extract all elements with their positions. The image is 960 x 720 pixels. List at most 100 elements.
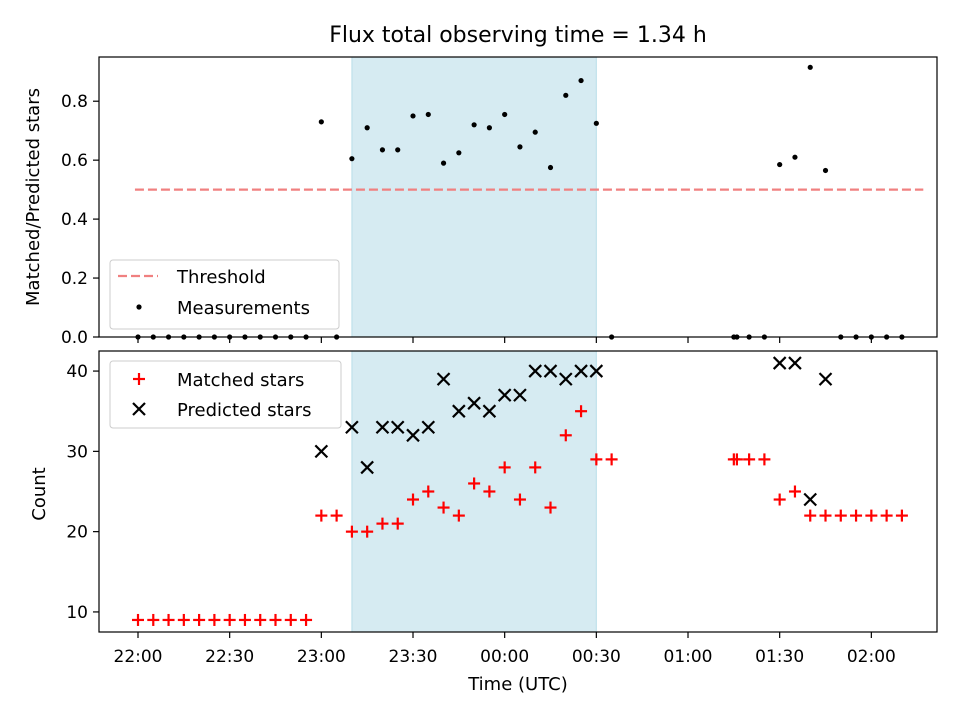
matched-stars-point bbox=[559, 429, 572, 442]
matched-stars-point bbox=[193, 613, 206, 626]
predicted-stars-point bbox=[375, 420, 390, 435]
measurement-point bbox=[547, 164, 554, 171]
measurement-point bbox=[318, 119, 324, 125]
x-tick-label: 00:00 bbox=[480, 647, 529, 667]
y-tick-label: 0.0 bbox=[61, 328, 88, 348]
matched-stars-point bbox=[422, 485, 435, 498]
matched-stars-point bbox=[730, 453, 743, 466]
predicted-stars-point bbox=[788, 356, 802, 370]
x-tick-label: 23:00 bbox=[297, 647, 346, 667]
top-legend-box bbox=[109, 259, 340, 330]
top-observing-window-shade bbox=[351, 56, 597, 338]
matched-stars-point bbox=[391, 517, 404, 530]
top-y-axis-label: Matched/Predicted stars bbox=[23, 88, 44, 306]
predicted-stars-legend-swatch bbox=[132, 402, 146, 416]
measurement-point bbox=[807, 64, 813, 70]
matched-stars-point bbox=[834, 509, 847, 522]
matched-stars-point bbox=[238, 613, 251, 626]
predicted-stars-point bbox=[360, 460, 374, 475]
y-tick-label: 0.4 bbox=[61, 210, 88, 230]
matched-stars-point bbox=[208, 613, 221, 626]
predicted-stars-point bbox=[436, 372, 451, 386]
matched-stars-point bbox=[162, 613, 175, 626]
matched-stars-point bbox=[544, 501, 557, 514]
predicted-stars-point bbox=[589, 364, 604, 378]
predicted-stars-point bbox=[528, 364, 543, 378]
matched-stars-point bbox=[590, 453, 603, 466]
y-tick-label: 20 bbox=[66, 523, 88, 543]
matched-stars-point bbox=[880, 509, 893, 522]
matched-stars-point bbox=[315, 509, 328, 522]
measurement-point bbox=[440, 160, 447, 166]
x-tick-label: 02:00 bbox=[847, 647, 896, 667]
measurements-legend-label: Measurements bbox=[177, 298, 310, 319]
y-tick-label: 0.2 bbox=[61, 269, 88, 289]
measurement-point bbox=[395, 147, 401, 153]
matched-stars-point bbox=[529, 461, 542, 474]
measurement-point bbox=[777, 161, 783, 168]
bottom-y-axis-label: Count bbox=[29, 467, 50, 520]
measurement-point bbox=[425, 111, 431, 118]
matched-stars-point bbox=[284, 613, 297, 626]
top-legend: Threshold Measurements bbox=[109, 259, 340, 330]
measurement-point bbox=[471, 122, 477, 128]
x-axis-label: Time (UTC) bbox=[467, 674, 568, 695]
top-y-ticks: 0.0 0.2 0.4 0.6 0.8 bbox=[61, 92, 99, 348]
measurement-point bbox=[502, 111, 508, 118]
predicted-stars-point bbox=[818, 372, 833, 386]
matched-stars-point bbox=[407, 493, 420, 506]
x-tick-label: 00:30 bbox=[572, 647, 621, 667]
top-panel: 0.0 0.2 0.4 0.6 0.8 Flux total observing tim… bbox=[23, 23, 938, 348]
matched-stars-point bbox=[850, 509, 863, 522]
matched-stars-point bbox=[361, 525, 374, 538]
matched-stars-point bbox=[147, 613, 160, 626]
y-tick-label: 30 bbox=[66, 442, 88, 462]
bottom-y-ticks: 10 20 30 40 bbox=[66, 362, 99, 623]
x-tick-label: 22:00 bbox=[114, 647, 163, 667]
matched-stars-point bbox=[819, 509, 832, 522]
bottom-series bbox=[132, 356, 908, 626]
y-tick-label: 0.6 bbox=[61, 151, 88, 171]
measurement-point bbox=[822, 167, 829, 174]
predicted-stars-point bbox=[772, 356, 787, 370]
predicted-stars-point bbox=[803, 492, 818, 507]
predicted-stars-point bbox=[543, 364, 558, 378]
y-tick-label: 0.8 bbox=[61, 92, 88, 112]
predicted-stars-point bbox=[452, 404, 466, 418]
predicted-stars-point bbox=[482, 404, 497, 418]
predicted-stars-point bbox=[574, 364, 588, 378]
matched-stars-point bbox=[743, 453, 756, 466]
y-tick-label: 10 bbox=[66, 603, 88, 623]
measurement-point bbox=[532, 129, 538, 135]
measurement-point bbox=[593, 120, 599, 126]
matched-stars-point bbox=[605, 453, 618, 466]
predicted-stars-point bbox=[390, 420, 405, 435]
matched-stars-point bbox=[498, 461, 511, 474]
bottom-observing-window-shade bbox=[351, 350, 597, 633]
top-x-ticks bbox=[137, 337, 872, 343]
predicted-stars-point bbox=[513, 388, 527, 402]
measurement-point bbox=[563, 92, 569, 98]
x-tick-label: 01:30 bbox=[755, 647, 804, 667]
matched-stars-point bbox=[804, 509, 817, 522]
matched-stars-point bbox=[452, 509, 465, 522]
matched-stars-point bbox=[575, 405, 588, 418]
measurement-point bbox=[349, 156, 355, 162]
measurements-legend-swatch bbox=[136, 304, 142, 310]
matched-stars-point bbox=[895, 509, 908, 522]
x-tick-label: 22:30 bbox=[205, 647, 254, 667]
predicted-stars-point bbox=[421, 420, 436, 435]
matched-stars-legend-swatch bbox=[133, 373, 145, 385]
matched-stars-point bbox=[468, 477, 481, 490]
predicted-stars-point bbox=[497, 388, 512, 402]
matched-stars-point bbox=[330, 509, 343, 522]
bottom-legend: Matched stars Predicted stars bbox=[109, 360, 342, 429]
bottom-x-ticks: 22:00 22:30 23:00 23:30 00:00 00:30 01:00 01:30… bbox=[114, 632, 896, 667]
matched-stars-point bbox=[788, 485, 801, 498]
measurement-point bbox=[578, 77, 584, 84]
chart-title: Flux total observing time = 1.34 h bbox=[329, 23, 707, 48]
bottom-legend-box bbox=[109, 360, 342, 429]
matched-stars-point bbox=[132, 613, 144, 626]
matched-stars-point bbox=[177, 613, 190, 626]
y-tick-label: 40 bbox=[66, 362, 88, 382]
